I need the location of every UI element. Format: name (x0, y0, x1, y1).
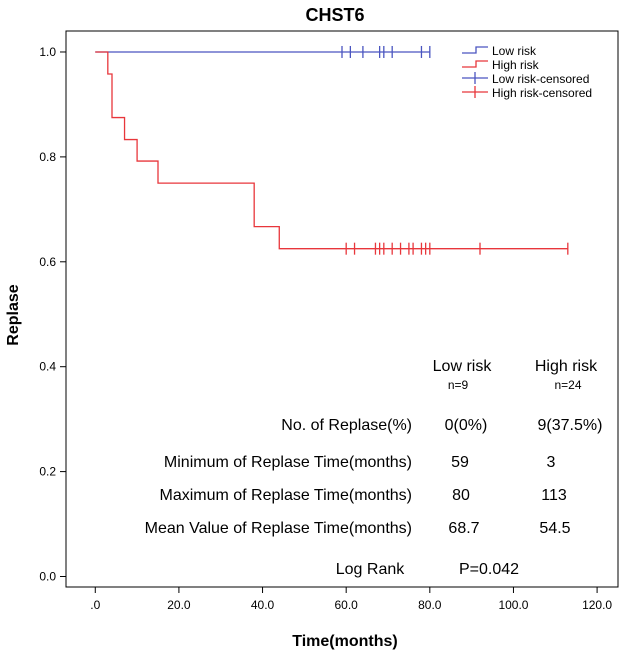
series-layer (95, 45, 569, 255)
table-row-label: No. of Replase(%) (281, 417, 412, 434)
y-tick-label: 0.4 (39, 360, 56, 374)
log-rank-label: Log Rank (336, 561, 405, 578)
y-tick-label: 0.6 (39, 255, 56, 269)
legend-label: Low risk-censored (492, 72, 589, 86)
x-axis-title: Time(months) (292, 633, 397, 650)
table-cell-high: 3 (547, 454, 556, 471)
x-tick-label: 40.0 (251, 598, 275, 612)
x-tick-label: 100.0 (498, 598, 528, 612)
table-cell-low: 80 (452, 487, 470, 504)
table-cell-high: 54.5 (539, 520, 570, 537)
x-tick-label: 80.0 (418, 598, 442, 612)
table-cell-low: 0(0%) (445, 417, 488, 434)
table-row-label: Maximum of Replase Time(months) (159, 487, 412, 504)
table-cell-low: 59 (451, 454, 469, 471)
table-cell-high: 9(37.5%) (538, 417, 603, 434)
y-axis: 0.0 0.2 0.4 0.6 0.8 1.0 (39, 45, 66, 584)
x-tick-label: .0 (90, 598, 100, 612)
table-n-low-risk: n=9 (448, 378, 469, 392)
legend-label: Low risk (492, 44, 537, 58)
legend-label: High risk (492, 58, 540, 72)
table-header-high-risk: High risk (535, 358, 598, 375)
plot-area (65, 30, 619, 588)
y-tick-label: 0.8 (39, 150, 56, 164)
y-axis-title: Replase (5, 284, 22, 345)
legend-label: High risk-censored (492, 86, 592, 100)
x-axis: .0 20.0 40.0 60.0 80.0 100.0 120.0 (90, 587, 612, 612)
y-tick-label: 0.2 (39, 465, 56, 479)
y-tick-label: 0.0 (39, 570, 56, 584)
table-header-low-risk: Low risk (433, 358, 493, 375)
table-row-label: Mean Value of Replase Time(months) (145, 520, 412, 537)
x-tick-label: 120.0 (582, 598, 612, 612)
log-rank-value: P=0.042 (459, 561, 519, 578)
legend-line-swatch (462, 60, 488, 68)
high-risk-survival-line (95, 51, 568, 250)
legend-line-swatch (462, 46, 488, 54)
chart-title: CHST6 (305, 5, 364, 25)
table-row-label: Minimum of Replase Time(months) (164, 454, 412, 471)
table-n-high-risk: n=24 (554, 378, 581, 392)
table-cell-high: 113 (541, 487, 567, 504)
x-tick-label: 20.0 (167, 598, 191, 612)
stats-table: Low risk High risk n=9 n=24 No. of Repla… (145, 358, 603, 578)
table-cell-low: 68.7 (448, 520, 479, 537)
x-tick-label: 60.0 (335, 598, 359, 612)
y-tick-label: 1.0 (39, 45, 56, 59)
